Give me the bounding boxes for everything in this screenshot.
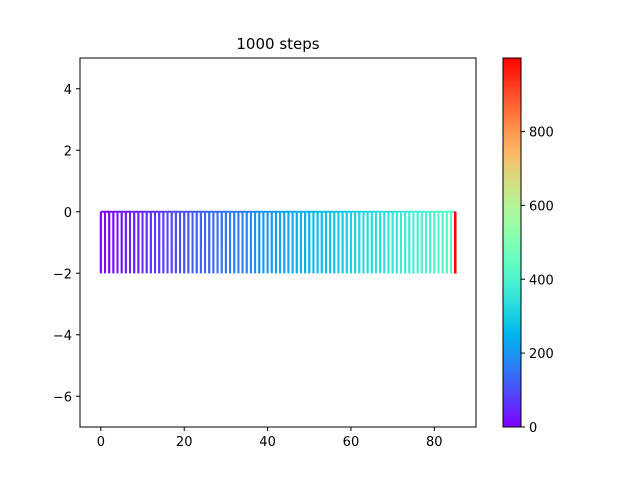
axes-frame bbox=[79, 57, 477, 428]
x-tick-label: 20 bbox=[176, 435, 193, 450]
random-walk-path bbox=[99, 210, 457, 274]
colorbar-gradient bbox=[503, 58, 521, 427]
y-axis: 4 2 0 −2 −4 −6 bbox=[53, 83, 80, 405]
colorbar-tick-label: 800 bbox=[529, 126, 554, 141]
y-tick-label: −4 bbox=[53, 329, 72, 344]
colorbar-ticks: 0 200 400 600 800 bbox=[521, 126, 554, 436]
x-tick-label: 0 bbox=[97, 435, 105, 450]
colorbar-tick-label: 0 bbox=[529, 421, 537, 436]
x-tick-label: 80 bbox=[426, 435, 443, 450]
y-tick-label: 2 bbox=[64, 144, 72, 159]
colorbar-tick-label: 200 bbox=[529, 347, 554, 362]
colorbar-frame bbox=[502, 57, 522, 428]
colorbar-tick-label: 400 bbox=[529, 273, 554, 288]
plot-area: 0 20 40 60 80 420−2−4−6 bbox=[53, 57, 477, 450]
x-tick-label: 60 bbox=[343, 435, 360, 450]
x-tick-label: 40 bbox=[259, 435, 276, 450]
y-tick-label: 4 bbox=[64, 83, 72, 98]
colorbar: 0 200 400 600 800 bbox=[502, 57, 554, 436]
x-axis: 0 20 40 60 80 bbox=[97, 427, 443, 450]
y-tick-label: −6 bbox=[53, 390, 72, 405]
chart-title: 1000 steps bbox=[236, 35, 319, 53]
y-tick-label: −2 bbox=[53, 267, 72, 282]
colorbar-tick-label: 600 bbox=[529, 199, 554, 214]
y-tick-label: 0 bbox=[64, 206, 72, 221]
